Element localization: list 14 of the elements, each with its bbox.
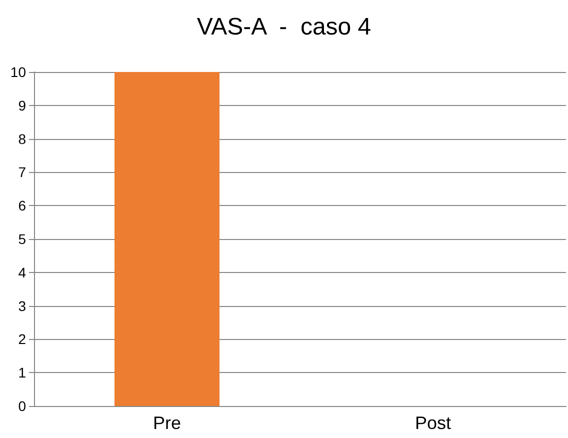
- chart-title: VAS-A - caso 4: [196, 14, 372, 40]
- y-tick-label: 10: [10, 64, 26, 80]
- y-tick-label: 3: [18, 298, 26, 314]
- y-tick-label: 2: [18, 331, 26, 348]
- y-tick-label: 5: [18, 231, 26, 247]
- y-tick-label: 1: [18, 364, 26, 381]
- y-tick-label: 9: [18, 97, 26, 114]
- y-tick-label: 0: [18, 398, 26, 414]
- y-tick-label: 7: [18, 164, 26, 180]
- y-tick-label: 4: [18, 264, 26, 280]
- x-tick-label: Pre: [152, 413, 182, 433]
- y-tick-label: 6: [18, 198, 26, 214]
- x-tick-label: Post: [414, 413, 452, 433]
- y-tick-label: 8: [18, 130, 26, 147]
